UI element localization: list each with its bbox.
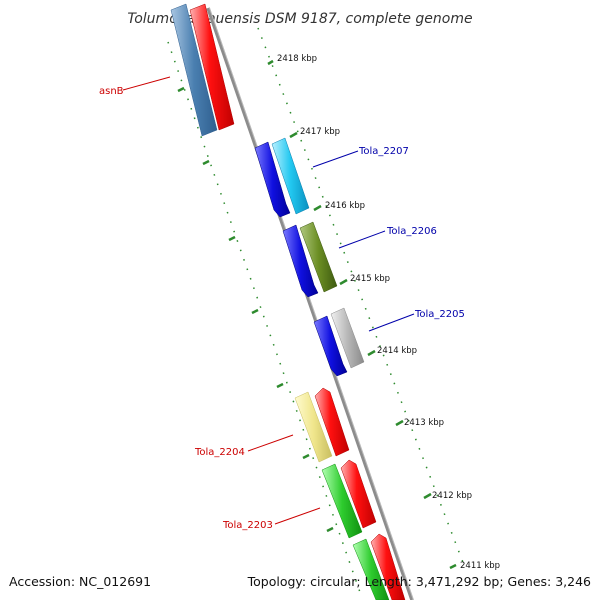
feature-tola2204-gene[interactable] [314, 387, 350, 457]
feature-tola2207-gene[interactable] [271, 137, 310, 215]
feature-label-tola2203[interactable]: Tola_2203 [222, 520, 273, 531]
ruler-label-2416: 2416 kbp [325, 201, 365, 211]
tola2207-leader [312, 150, 359, 168]
ruler-label-2417: 2417 kbp [300, 127, 340, 137]
tola2204-leader [247, 434, 294, 452]
tick-2412 [423, 492, 432, 500]
tola2205-leader [368, 313, 415, 332]
feature-asnB-cds[interactable] [170, 3, 218, 137]
tick-2416 [313, 204, 322, 212]
inner-tick-6 [302, 453, 310, 460]
tick-2417 [289, 131, 298, 139]
ruler-label-2411: 2411 kbp [460, 561, 500, 571]
tick-2418 [267, 59, 274, 66]
inner-tick-2 [202, 159, 210, 166]
summary-text: Topology: circular; Length: 3,471,292 bp… [247, 574, 591, 589]
outer-ruler-major-ticks [267, 59, 457, 570]
inner-tick-3 [228, 235, 236, 242]
feature-label-tola2207[interactable]: Tola_2207 [358, 146, 409, 157]
genome-backbone [206, 7, 414, 600]
asnB-leader [122, 76, 171, 91]
tick-2415 [339, 278, 348, 286]
ruler-label-2414: 2414 kbp [377, 346, 417, 356]
tick-2411 [449, 563, 457, 570]
inner-ruler [167, 41, 363, 599]
genome-backbone-highlight [209, 7, 414, 600]
feature-tola2207-cds[interactable] [254, 141, 291, 218]
feature-label-tola2206[interactable]: Tola_2206 [386, 226, 437, 237]
feature-tola2204-cds[interactable] [294, 391, 333, 463]
feature-bottom-gene[interactable] [370, 533, 406, 600]
feature-tola2205-cds[interactable] [313, 315, 348, 377]
inner-tick-4 [251, 308, 259, 315]
feature-tola2203-cds[interactable] [321, 463, 363, 539]
feature-label-asnB[interactable]: asnB [99, 86, 124, 97]
ruler-label-2413: 2413 kbp [404, 418, 444, 428]
inner-tick-1 [177, 86, 185, 93]
tick-2414 [367, 349, 376, 357]
inner-ruler-major-ticks [177, 86, 334, 533]
ruler-label-2412: 2412 kbp [432, 491, 472, 501]
ruler-label-2418: 2418 kbp [277, 54, 317, 64]
ruler-label-2415: 2415 kbp [350, 274, 390, 284]
feature-tola2206-cds[interactable] [282, 224, 319, 298]
tola2206-leader [338, 230, 386, 249]
tola2203-leader [274, 507, 321, 525]
inner-tick-7 [326, 526, 334, 533]
accession-text: Accession: NC_012691 [9, 574, 151, 589]
feature-label-tola2205[interactable]: Tola_2205 [414, 309, 465, 320]
feature-label-tola2204[interactable]: Tola_2204 [194, 447, 245, 458]
feature-tola2205-gene[interactable] [330, 307, 365, 369]
feature-tola2203-gene[interactable] [340, 459, 377, 529]
feature-bottom-cds[interactable] [352, 538, 390, 600]
tick-2413 [395, 419, 404, 427]
inner-tick-5 [276, 382, 284, 389]
feature-asnB-gene[interactable] [189, 3, 235, 131]
feature-tola2206-gene[interactable] [299, 221, 338, 293]
